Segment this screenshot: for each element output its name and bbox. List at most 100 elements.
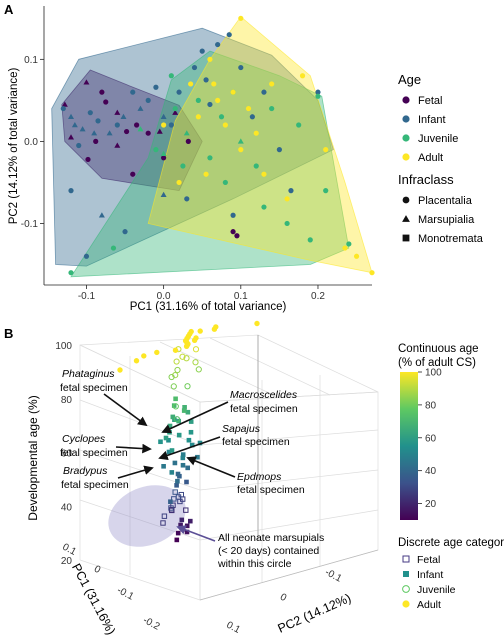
data-point-adult <box>323 147 329 153</box>
legend-marker-adult <box>402 600 410 608</box>
data-point-infant <box>175 471 181 477</box>
data-point-infant <box>261 89 267 95</box>
data-point-adult <box>230 89 236 95</box>
data-point-infant <box>315 89 321 95</box>
legend-marker-fetal <box>402 555 410 563</box>
data-point-juvenile <box>173 416 181 423</box>
data-point-juvenile <box>192 346 200 353</box>
data-point-infant <box>87 110 93 116</box>
data-point-infant <box>197 440 203 446</box>
y-tick-layer: -0.1 0.0 0.1 <box>21 55 44 230</box>
pc1-tick-label: -0.1 <box>115 585 136 603</box>
data-point-infant <box>106 130 113 136</box>
data-point-infant <box>173 396 178 402</box>
data-point-infant <box>122 229 128 235</box>
data-point-infant <box>168 122 174 128</box>
data-point-infant <box>170 414 176 420</box>
neonate-note: All neonate marsupials (< 20 days) conta… <box>176 525 324 570</box>
y-tick-label: 0.1 <box>24 55 38 66</box>
data-point-juvenile <box>207 155 213 161</box>
data-point-infant <box>71 121 78 128</box>
data-point-infant <box>175 478 180 484</box>
legend-shape-placentalia <box>402 196 410 204</box>
legend-swatch-juvenile <box>402 134 410 142</box>
data-point-infant <box>160 113 167 120</box>
data-point-adult <box>238 147 244 153</box>
data-point-adult <box>154 349 160 356</box>
data-point-infant <box>171 403 177 408</box>
neonate-ellipse <box>108 485 186 547</box>
data-point-infant <box>169 448 175 453</box>
data-point-fetal <box>184 523 190 529</box>
legend-age-title: Age <box>398 72 421 87</box>
data-point-infant <box>68 113 75 120</box>
data-point-adult <box>284 196 290 202</box>
colorbar-tick-label: 60 <box>425 433 437 444</box>
annotation-bradypus: Bradypus fetal specimen <box>61 465 154 491</box>
data-point-juvenile <box>160 150 167 156</box>
annotation-sapajus: Sapajus fetal specimen <box>158 423 290 460</box>
data-point-infant <box>207 101 213 108</box>
data-point-juvenile <box>184 383 191 390</box>
data-point-juvenile <box>218 114 225 120</box>
data-point-infant <box>181 408 187 413</box>
legend-label-adult: Adult <box>417 599 441 611</box>
data-point-fetal <box>160 520 166 526</box>
z-tick-label: 40 <box>61 502 73 513</box>
data-point-infant <box>199 48 205 54</box>
data-point-adult <box>369 270 375 276</box>
data-point-infant <box>185 465 190 471</box>
annotation-suffix: fetal specimen <box>60 382 128 394</box>
data-point-juvenile <box>222 179 228 186</box>
data-point-juvenile <box>192 359 199 366</box>
data-point-fetal <box>179 517 185 523</box>
data-point-infant <box>161 464 166 469</box>
data-point-juvenile <box>110 245 117 251</box>
data-point-adult <box>211 81 217 87</box>
data-point-adult <box>203 171 209 177</box>
data-point-juvenile <box>307 237 313 243</box>
hull-infant <box>51 27 334 267</box>
data-point-fetal <box>161 513 168 519</box>
legend-label-fetal: Fetal <box>418 95 442 107</box>
data-point-juvenile <box>261 204 267 210</box>
data-point-adult <box>261 171 267 177</box>
annotation-macroscelides: Macroscelides fetal specimen <box>161 389 298 434</box>
data-point-adult <box>161 122 167 128</box>
data-point-adult <box>253 130 259 136</box>
legend-infraclass-title: Infraclass <box>398 172 454 187</box>
data-point-fetal <box>114 142 121 148</box>
z-tick-label: 80 <box>61 395 73 406</box>
data-point-juvenile <box>179 353 186 360</box>
data-point-fetal <box>178 522 183 528</box>
data-point-juvenile <box>346 241 352 247</box>
data-point-fetal <box>230 229 236 235</box>
data-point-adult <box>191 337 198 343</box>
hull-juvenile <box>70 50 350 278</box>
colorbar-tick-layer: 20 40 60 80 100 <box>418 368 442 510</box>
data-point-infant <box>114 122 120 128</box>
svg-text:Cyclopes: Cyclopes <box>62 433 106 445</box>
colorbar-title-line-1: Continuous age <box>398 343 479 355</box>
data-point-infant <box>167 429 172 435</box>
data-point-adult <box>342 245 348 251</box>
data-point-fetal <box>175 530 181 536</box>
data-point-infant <box>215 41 221 48</box>
legend-b-title: Discrete age category <box>398 537 504 549</box>
legend-label-monotremata: Monotremata <box>418 233 484 245</box>
data-point-juvenile <box>296 122 302 128</box>
annotation-suffix: fetal specimen <box>237 484 305 496</box>
data-point-infant <box>68 188 74 194</box>
data-point-adult <box>141 353 147 359</box>
annotation-suffix: fetal specimen <box>230 403 298 415</box>
hull-layer <box>51 16 373 278</box>
data-point-fetal <box>85 156 91 163</box>
data-point-juvenile <box>68 270 74 276</box>
annotation-name: Epdmops <box>237 471 282 483</box>
data-point-fetal <box>123 128 130 135</box>
data-point-adult <box>211 326 218 332</box>
data-point-infant <box>169 470 175 475</box>
data-point-fetal <box>103 99 109 105</box>
legend-label-marsupialia: Marsupialia <box>418 214 475 226</box>
